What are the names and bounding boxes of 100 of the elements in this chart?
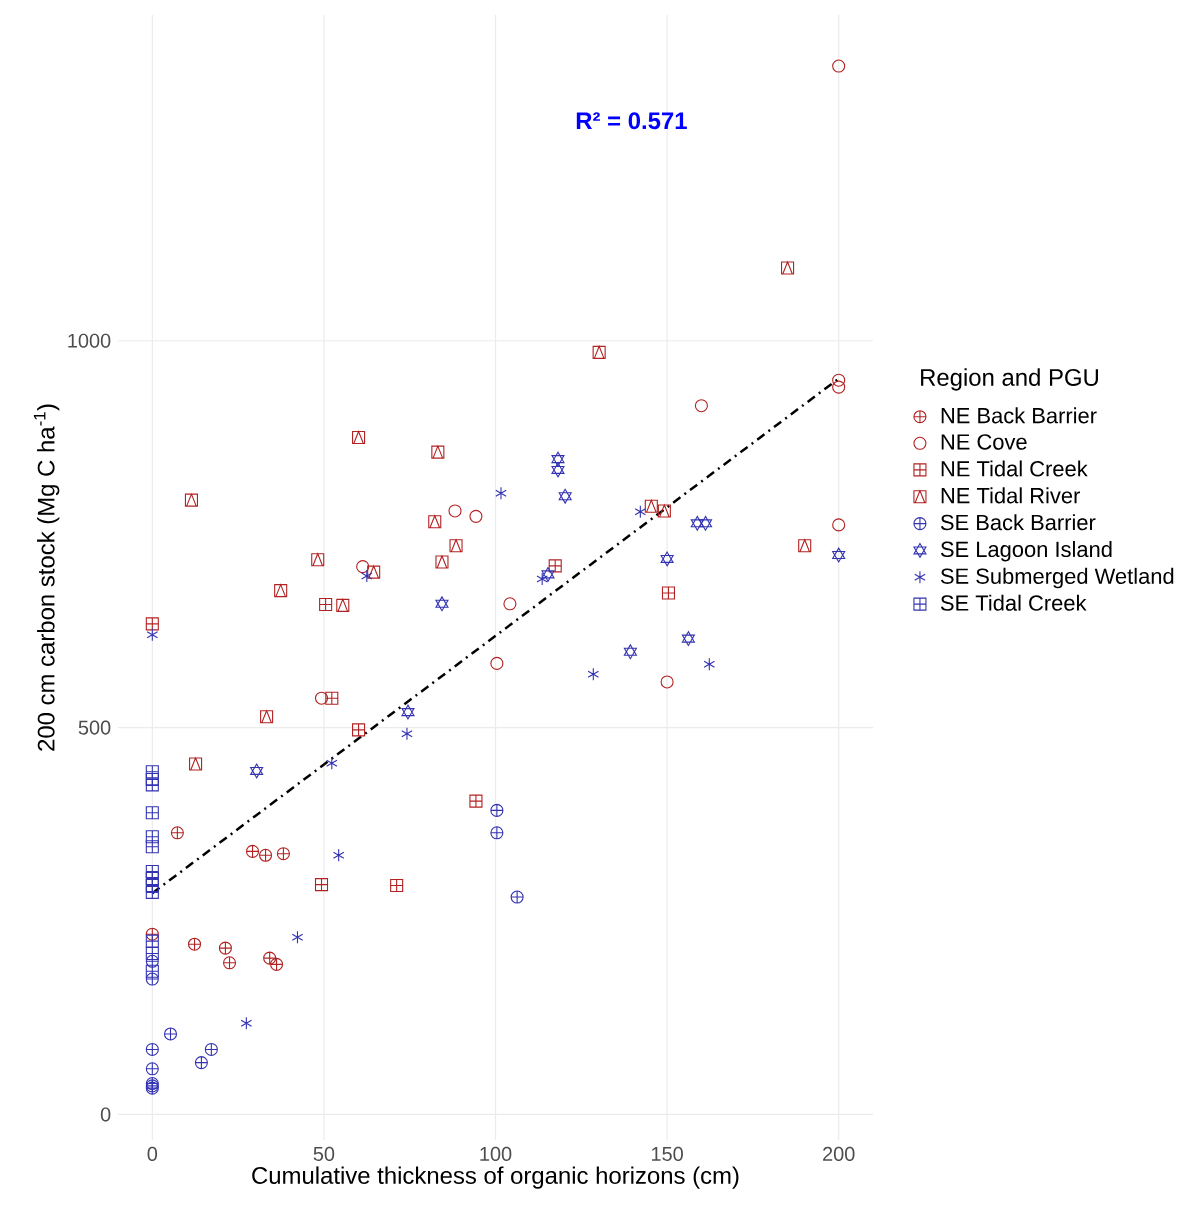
- legend-label: NE Back Barrier: [941, 407, 1097, 424]
- point: [536, 572, 548, 586]
- point: [469, 794, 483, 808]
- point: [250, 763, 264, 779]
- legend-label: NE Tidal River: [941, 487, 1080, 504]
- point: [490, 803, 504, 817]
- point: [145, 972, 159, 986]
- point: [146, 628, 159, 642]
- point: [291, 930, 304, 944]
- point: [276, 847, 290, 861]
- point: [314, 878, 329, 892]
- point: [325, 691, 339, 705]
- point: [311, 553, 325, 567]
- point: [145, 885, 159, 899]
- point: [145, 765, 159, 779]
- x-tick-label: 0: [147, 1146, 158, 1161]
- point: [449, 539, 463, 553]
- point: [263, 951, 277, 965]
- point: [145, 878, 159, 892]
- point: [218, 941, 232, 955]
- point: [698, 515, 713, 531]
- point: [145, 806, 159, 820]
- legend-label: SE Back Barrier: [940, 514, 1096, 531]
- point: [145, 772, 159, 786]
- point: [435, 555, 449, 569]
- point: [541, 566, 555, 582]
- point: [681, 631, 695, 647]
- point: [495, 486, 507, 500]
- x-tick-label: 50: [313, 1146, 335, 1161]
- point: [661, 586, 676, 600]
- point: [428, 515, 442, 529]
- point: [204, 1042, 218, 1057]
- point: [332, 848, 345, 862]
- point: [510, 890, 524, 904]
- y-axis-title: 200 cm carbon stock (Mg C ha$^{-1}$): [33, 404, 60, 751]
- point: [145, 840, 159, 854]
- point: [145, 946, 159, 961]
- point: [644, 499, 658, 513]
- point: [798, 539, 812, 553]
- point: [431, 445, 445, 459]
- point: [352, 430, 366, 444]
- point: [245, 844, 260, 858]
- y-tick-label: 1000: [68, 333, 111, 348]
- point: [260, 710, 274, 724]
- point: [274, 584, 288, 598]
- point: [145, 934, 159, 948]
- point: [145, 830, 159, 844]
- point: [548, 559, 562, 573]
- point: [657, 504, 671, 518]
- x-axis-title: Cumulative thickness of organic horizons (cm): [252, 1166, 739, 1189]
- point: [145, 864, 159, 879]
- point: [194, 1056, 208, 1070]
- annotation: R² = 0.571: [576, 112, 687, 130]
- x-tick-label: 200: [823, 1146, 855, 1161]
- point: [336, 598, 350, 612]
- point: [623, 644, 637, 660]
- y-tick-label: 0: [100, 1107, 111, 1122]
- point: [401, 704, 415, 720]
- legend-label: SE Lagoon Island: [940, 540, 1112, 562]
- point: [390, 878, 404, 892]
- point: [189, 757, 203, 771]
- point: [163, 1027, 178, 1041]
- legend-title: Region and PGU: [921, 368, 1098, 391]
- point: [145, 617, 159, 631]
- point: [490, 826, 504, 840]
- point: [222, 956, 237, 970]
- point: [361, 569, 373, 583]
- point: [187, 937, 202, 951]
- legend-label: NE Tidal Creek: [941, 460, 1088, 477]
- point: [319, 598, 333, 612]
- point: [352, 723, 366, 737]
- point: [703, 657, 716, 671]
- point: [145, 871, 159, 886]
- point: [634, 505, 647, 519]
- point: [170, 826, 184, 840]
- point: [240, 1016, 253, 1030]
- point: [145, 1042, 159, 1057]
- legend-label: SE Submerged Wetland: [940, 567, 1174, 589]
- point: [660, 551, 674, 567]
- legend-label: NE Cove: [941, 434, 1027, 450]
- point: [832, 547, 846, 563]
- point: [145, 778, 159, 792]
- point: [690, 515, 704, 531]
- point: [592, 345, 606, 359]
- point: [145, 927, 159, 941]
- point: [259, 848, 273, 862]
- point: [326, 756, 338, 770]
- point: [401, 727, 413, 741]
- point: [184, 493, 198, 507]
- x-tick-label: 150: [651, 1146, 683, 1161]
- point: [587, 667, 600, 681]
- point: [145, 1062, 159, 1076]
- x-tick-label: 100: [480, 1146, 512, 1161]
- legend-label: SE Tidal Creek: [940, 594, 1087, 611]
- point: [558, 488, 572, 504]
- point: [367, 565, 381, 579]
- point: [435, 596, 449, 612]
- point: [270, 957, 284, 971]
- y-tick-label: 500: [78, 720, 111, 735]
- point: [781, 261, 795, 275]
